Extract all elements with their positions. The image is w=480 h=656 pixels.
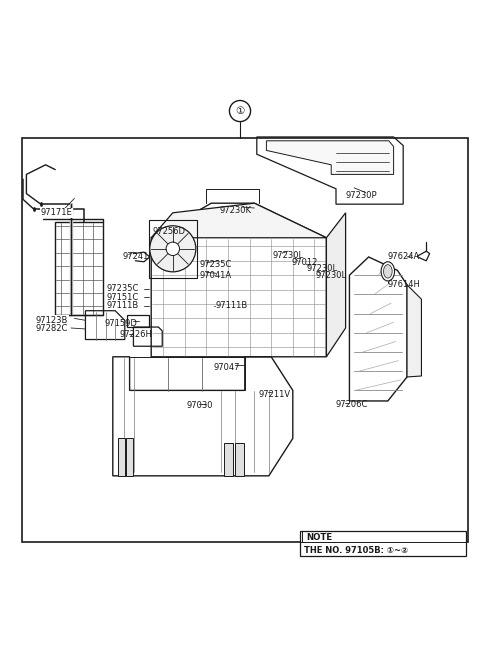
Polygon shape (151, 203, 326, 237)
Text: 97624A: 97624A (388, 253, 420, 262)
Text: 97235C: 97235C (107, 284, 139, 293)
Polygon shape (326, 213, 346, 357)
FancyBboxPatch shape (300, 531, 466, 556)
Polygon shape (407, 285, 421, 377)
Text: 97111B: 97111B (215, 301, 247, 310)
Text: ①: ① (235, 106, 245, 116)
Circle shape (229, 100, 251, 121)
Text: 97211V: 97211V (258, 390, 290, 399)
Text: 97282C: 97282C (36, 325, 68, 333)
Polygon shape (118, 438, 125, 476)
Text: 97171E: 97171E (41, 209, 72, 217)
Text: 97047: 97047 (214, 363, 240, 372)
Circle shape (166, 242, 180, 256)
Text: THE NO. 97105B: ①~②: THE NO. 97105B: ①~② (304, 546, 408, 555)
Circle shape (150, 226, 196, 272)
Text: 97230K: 97230K (220, 206, 252, 215)
Polygon shape (266, 141, 394, 174)
Polygon shape (224, 443, 233, 476)
Text: 97041A: 97041A (199, 271, 231, 279)
Text: 97151C: 97151C (107, 293, 139, 302)
Text: 97241: 97241 (122, 253, 149, 262)
Text: 97030: 97030 (186, 401, 213, 410)
Text: 97123B: 97123B (36, 316, 68, 325)
Text: 97171E: 97171E (41, 209, 72, 217)
Text: 97159D: 97159D (105, 319, 137, 328)
Text: 97226H: 97226H (119, 330, 152, 339)
Polygon shape (126, 438, 133, 476)
Ellipse shape (381, 262, 395, 281)
Polygon shape (235, 443, 244, 476)
Text: 97230P: 97230P (346, 192, 377, 201)
Text: 97206C: 97206C (335, 400, 367, 409)
Text: 97282C: 97282C (36, 325, 68, 333)
Text: NOTE: NOTE (306, 533, 332, 543)
Text: 97230L: 97230L (316, 271, 347, 279)
Bar (22, 138, 468, 542)
Ellipse shape (384, 264, 392, 278)
Text: 97111B: 97111B (107, 301, 139, 310)
Text: 97230L: 97230L (273, 251, 304, 260)
Text: 97123B: 97123B (36, 316, 68, 325)
Text: 97012: 97012 (292, 258, 318, 267)
Text: 97235C: 97235C (199, 260, 231, 269)
Text: 97614H: 97614H (388, 280, 420, 289)
Text: 97230L: 97230L (306, 264, 337, 273)
Text: 97256D: 97256D (153, 228, 186, 237)
